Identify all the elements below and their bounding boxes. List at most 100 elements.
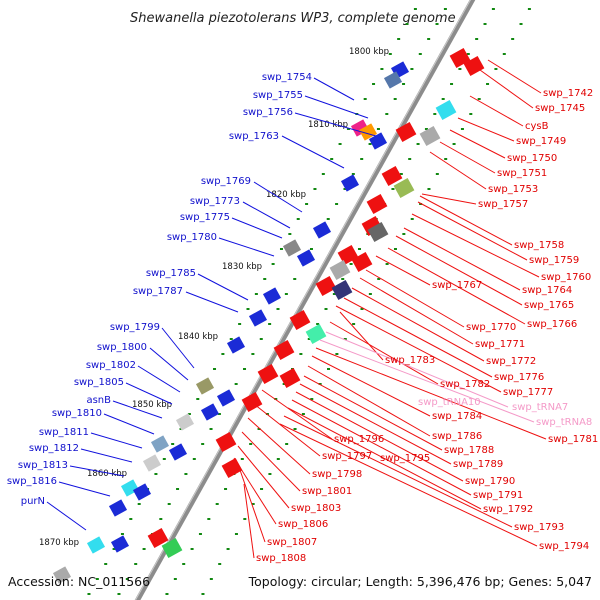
gene-label[interactable]: swp_1793 <box>514 522 564 533</box>
gene-label[interactable]: swp_1805 <box>74 377 124 388</box>
gene-label[interactable]: swp_1757 <box>478 199 528 210</box>
leader-line <box>479 69 534 109</box>
tick-mark <box>268 473 272 475</box>
gene-label[interactable]: swp_1812 <box>29 443 79 454</box>
gene-label[interactable]: swp_1749 <box>516 136 566 147</box>
gene-label[interactable]: swp_1745 <box>535 103 585 114</box>
gene-label[interactable]: swp_tRNA8 <box>536 417 592 428</box>
topology-text: Topology: circular; Length: 5,396,476 bp… <box>248 574 592 589</box>
gene-label[interactable]: swp_1756 <box>243 107 293 118</box>
gene-label[interactable]: swp_1811 <box>39 427 89 438</box>
gene-label[interactable]: swp_1760 <box>541 272 591 283</box>
gene-label[interactable]: swp_1742 <box>543 88 593 99</box>
gene-label[interactable]: swp_1784 <box>432 411 482 422</box>
gene-label[interactable]: swp_1782 <box>440 379 490 390</box>
gene-label[interactable]: swp_1769 <box>201 176 251 187</box>
gene-label[interactable]: swp_1808 <box>256 553 306 564</box>
leader-line <box>46 501 87 531</box>
gene-label[interactable]: swp_1753 <box>488 184 538 195</box>
tick-mark <box>399 173 403 175</box>
gene-label[interactable]: swp_1810 <box>52 408 102 419</box>
gene-feature <box>367 221 389 243</box>
gene-label[interactable]: swp_1790 <box>465 476 515 487</box>
gene-label[interactable]: swp_1750 <box>507 153 557 164</box>
gene-label[interactable]: swp_1780 <box>167 232 217 243</box>
tick-mark <box>229 338 233 340</box>
gene-label[interactable]: swp_tRNA7 <box>512 402 568 413</box>
gene-feature <box>262 287 282 305</box>
gene-label[interactable]: purN <box>21 496 45 507</box>
tick-mark <box>402 83 406 85</box>
gene-label[interactable]: swp_1789 <box>453 459 503 470</box>
gene-label[interactable]: swp_1800 <box>97 342 147 353</box>
gene-label[interactable]: swp_1754 <box>262 72 312 83</box>
gene-feature <box>279 367 301 389</box>
gene-label[interactable]: swp_1763 <box>229 131 279 142</box>
gene-label[interactable]: swp_1783 <box>385 355 435 366</box>
gene-label[interactable]: swp_1770 <box>466 322 516 333</box>
gene-feature <box>463 55 485 77</box>
left-gene-labels: swp_1754 swp_1755 swp_1756 swp_1763 swp_… <box>7 72 312 507</box>
gene-label[interactable]: swp_1807 <box>267 537 317 548</box>
gene-label[interactable]: swp_1799 <box>110 322 160 333</box>
gene-label[interactable]: swp_1813 <box>18 460 68 471</box>
gene-label[interactable]: swp_1796 <box>334 434 384 445</box>
gene-label[interactable]: swp_1806 <box>278 519 328 530</box>
leader-line <box>457 117 515 142</box>
gene-label[interactable]: swp_tRNA10 <box>418 397 481 408</box>
leader-line <box>439 141 496 174</box>
gene-label[interactable]: swp_1759 <box>529 255 579 266</box>
gene-label[interactable]: swp_1773 <box>190 196 240 207</box>
tick-mark <box>360 158 364 160</box>
gene-feature <box>215 431 237 453</box>
gene-label[interactable]: swp_1767 <box>432 280 482 291</box>
gene-label[interactable]: swp_1776 <box>494 372 544 383</box>
gene-label[interactable]: swp_1787 <box>133 286 183 297</box>
gene-label[interactable]: swp_1792 <box>483 504 533 515</box>
tick-mark <box>263 278 267 280</box>
gene-label[interactable]: swp_1797 <box>322 451 372 462</box>
gene-label[interactable]: swp_1758 <box>514 240 564 251</box>
tick-mark <box>318 383 322 385</box>
tick-mark <box>393 98 397 100</box>
gene-label[interactable]: swp_1802 <box>86 360 136 371</box>
gene-label[interactable]: swp_1816 <box>7 476 57 487</box>
gene-label[interactable]: swp_1786 <box>432 431 482 442</box>
gene-label[interactable]: swp_1766 <box>527 319 577 330</box>
gene-label[interactable]: swp_1795 <box>380 453 430 464</box>
gene-label[interactable]: swp_1801 <box>302 486 352 497</box>
gene-label[interactable]: swp_1755 <box>253 90 303 101</box>
leader-line <box>103 413 155 435</box>
gene-label[interactable]: swp_1772 <box>486 356 536 367</box>
tick-mark <box>125 578 129 580</box>
gene-label[interactable]: swp_1788 <box>444 445 494 456</box>
gene-label[interactable]: swp_1794 <box>539 541 589 552</box>
leader-line <box>287 407 482 510</box>
tick-mark <box>293 428 297 430</box>
tick-mark <box>368 143 372 145</box>
tick-mark <box>117 593 121 595</box>
gene-label[interactable]: swp_1775 <box>180 212 230 223</box>
gene-label[interactable]: swp_1791 <box>473 490 523 501</box>
tick-mark <box>460 128 464 130</box>
gene-label[interactable]: swp_1777 <box>503 387 553 398</box>
gene-label[interactable]: swp_1781 <box>548 434 598 445</box>
gene-label[interactable]: swp_1803 <box>291 503 341 514</box>
tick-mark <box>330 158 334 160</box>
gene-label[interactable]: swp_1764 <box>522 285 572 296</box>
tick-mark <box>338 143 342 145</box>
tick-mark <box>240 458 244 460</box>
tick-mark <box>276 308 280 310</box>
gene-label[interactable]: swp_1765 <box>524 300 574 311</box>
tick-mark <box>341 278 345 280</box>
gene-feature <box>226 336 246 354</box>
gene-label[interactable]: swp_1798 <box>312 469 362 480</box>
gene-label[interactable]: swp_1751 <box>497 168 547 179</box>
gene-label[interactable]: swp_1771 <box>475 339 525 350</box>
gene-label[interactable]: asnB <box>86 395 111 406</box>
tick-mark <box>349 263 353 265</box>
tick-mark <box>475 38 479 40</box>
gene-label[interactable]: cysB <box>525 121 549 132</box>
gene-label[interactable]: swp_1785 <box>146 268 196 279</box>
tick-mark <box>251 353 255 355</box>
